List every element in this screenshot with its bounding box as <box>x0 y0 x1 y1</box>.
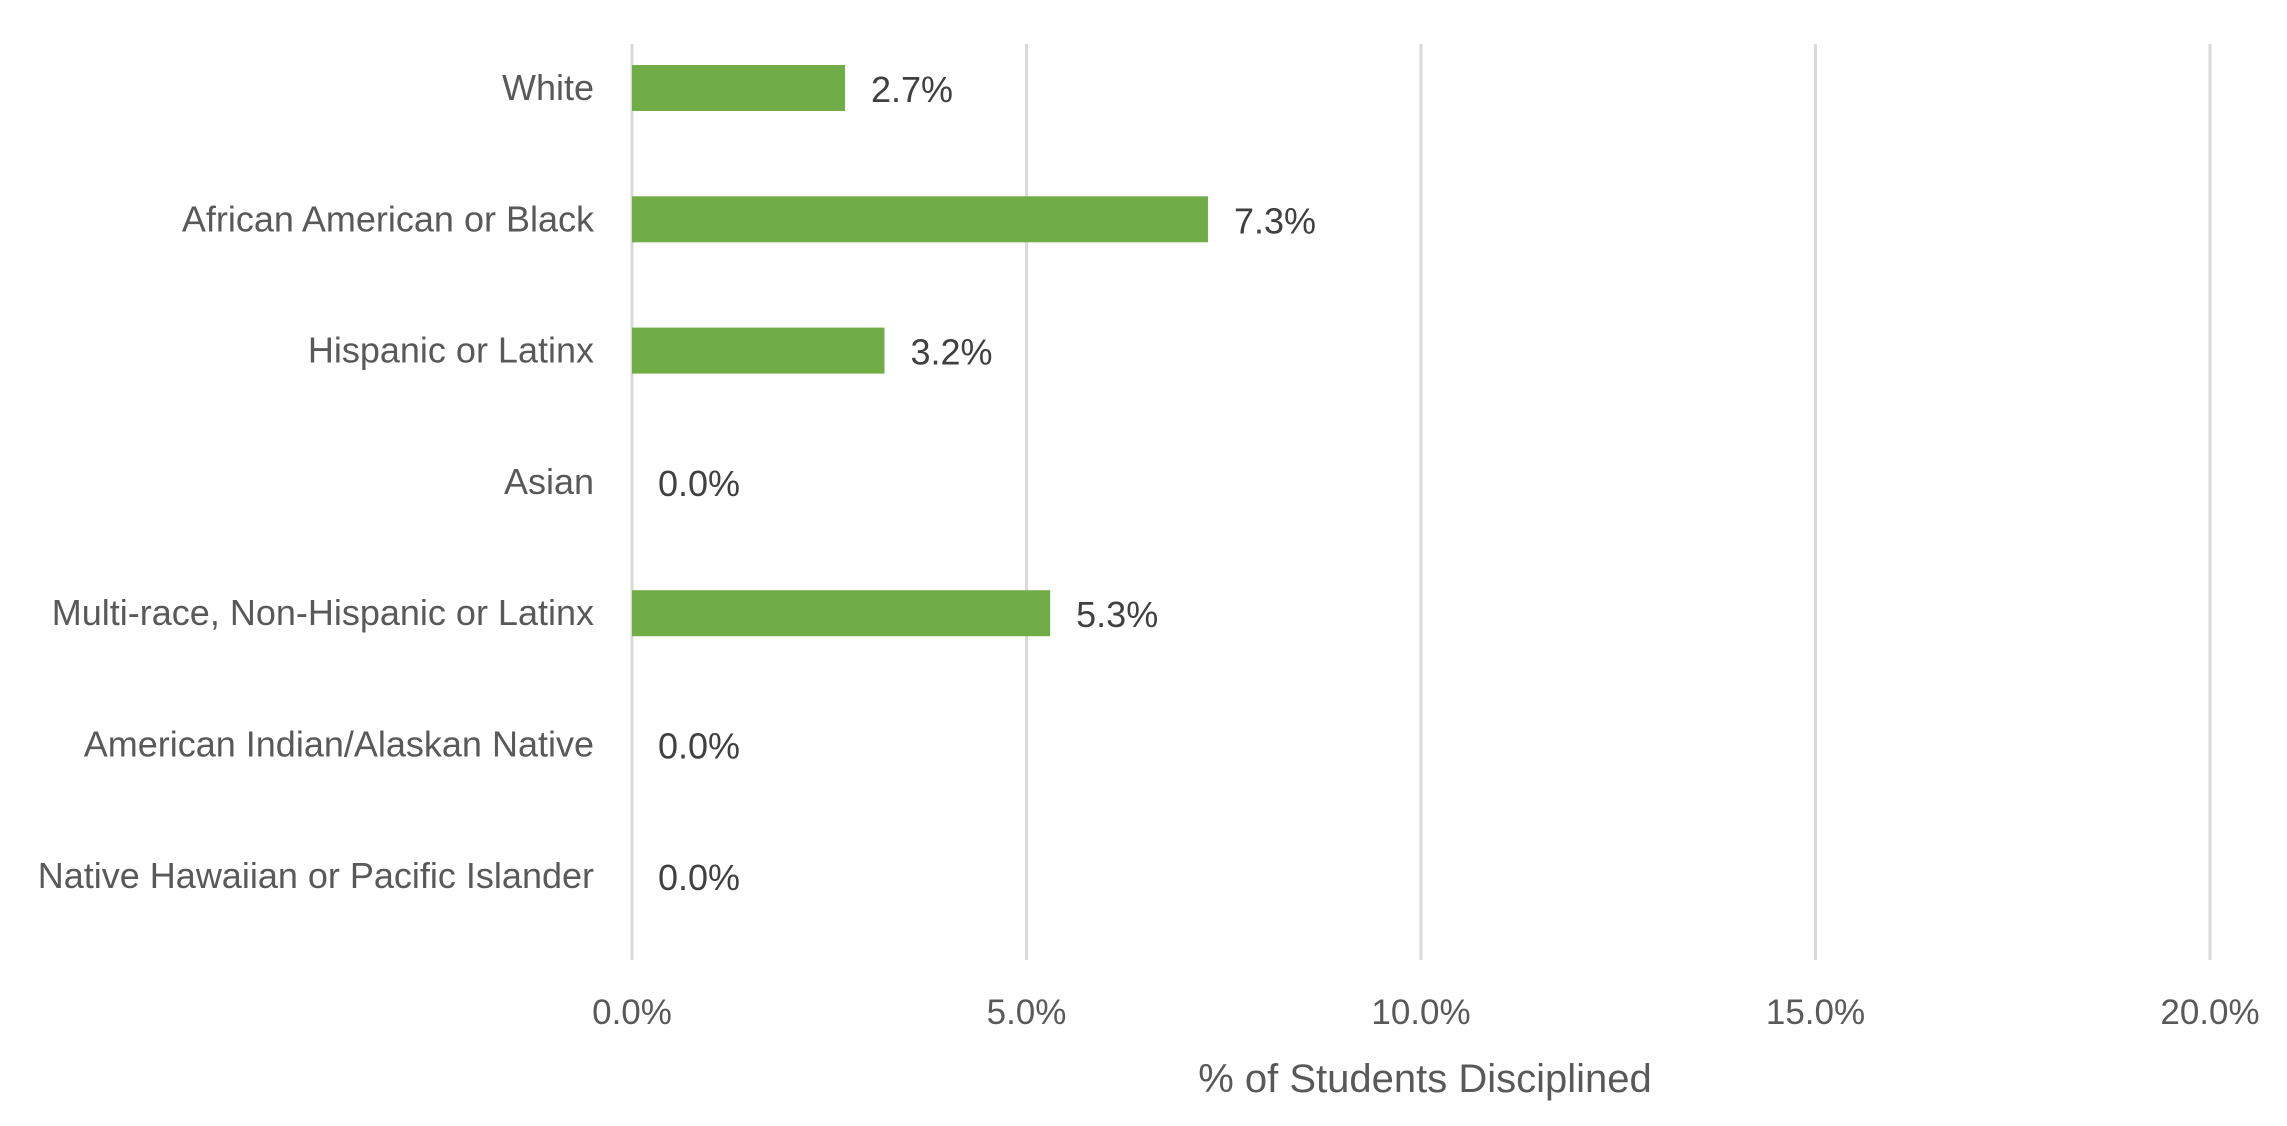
category-label: Native Hawaiian or Pacific Islander <box>38 855 594 896</box>
x-axis-title: % of Students Disciplined <box>1198 1057 1652 1101</box>
bar <box>632 327 885 374</box>
bars <box>632 65 1208 637</box>
data-labels: 2.7% 7.3% 3.2% 0.0% 5.3% 0.0% 0.0% <box>658 69 1316 898</box>
category-label: Multi-race, Non-Hispanic or Latinx <box>52 592 594 633</box>
category-labels: White African American or Black Hispanic o… <box>38 67 595 896</box>
x-tick-label: 15.0% <box>1766 993 1865 1032</box>
data-label: 2.7% <box>871 69 953 110</box>
x-tick-label: 5.0% <box>987 993 1067 1032</box>
category-label: American Indian/Alaskan Native <box>84 724 594 765</box>
data-label: 5.3% <box>1076 594 1158 635</box>
bar <box>632 65 846 111</box>
data-label: 7.3% <box>1234 200 1316 241</box>
bar <box>632 590 1051 637</box>
x-tick-label: 0.0% <box>592 993 672 1032</box>
data-label: 0.0% <box>658 463 740 504</box>
x-tick-label: 10.0% <box>1371 993 1470 1032</box>
x-tick-label: 20.0% <box>2160 993 2259 1032</box>
data-label: 0.0% <box>658 726 740 767</box>
data-label: 0.0% <box>658 857 740 898</box>
gridlines <box>630 44 2212 960</box>
x-tick-labels: 0.0% 5.0% 10.0% 15.0% 20.0% <box>592 993 2260 1032</box>
category-label: Asian <box>504 461 594 502</box>
category-label: White <box>502 67 594 108</box>
bar <box>632 196 1208 243</box>
data-label: 3.2% <box>910 332 992 373</box>
category-label: African American or Black <box>182 198 595 239</box>
category-label: Hispanic or Latinx <box>308 330 594 371</box>
